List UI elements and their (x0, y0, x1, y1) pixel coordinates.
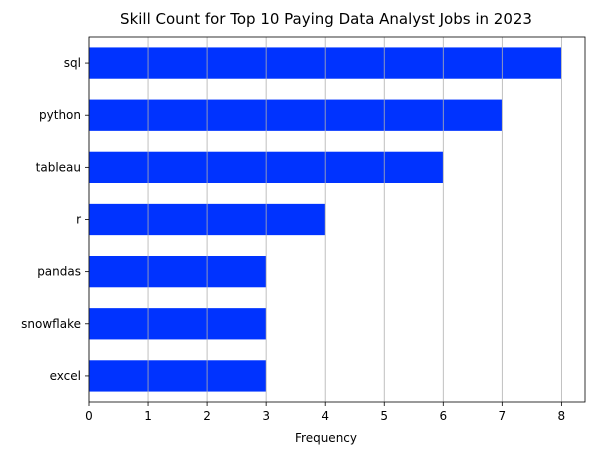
chart-title: Skill Count for Top 10 Paying Data Analy… (120, 10, 532, 28)
y-tick-label-snowflake: snowflake (21, 317, 81, 331)
x-tick-label-6: 6 (439, 409, 447, 423)
bar-pandas (89, 256, 267, 288)
x-tick-label-2: 2 (203, 409, 211, 423)
x-tick-label-5: 5 (380, 409, 388, 423)
x-tick-label-4: 4 (321, 409, 329, 423)
bar-python (89, 99, 503, 131)
x-axis-label: Frequency (295, 431, 357, 445)
x-tick-label-8: 8 (558, 409, 566, 423)
x-tick-label-7: 7 (499, 409, 507, 423)
y-tick-label-python: python (39, 108, 81, 122)
y-tick-label-pandas: pandas (37, 265, 81, 279)
y-tick-label-r: r (76, 213, 81, 227)
y-tick-label-sql: sql (64, 56, 81, 70)
x-tick-label-1: 1 (144, 409, 152, 423)
y-tick-label-excel: excel (50, 369, 81, 383)
bar-excel (89, 360, 267, 392)
x-tick-label-0: 0 (85, 409, 93, 423)
y-tick-label-tableau: tableau (36, 160, 81, 174)
axes: 0 1 2 3 4 5 6 7 8 sql python tableau r pandas snowflak… (21, 36, 586, 423)
x-tick-label-3: 3 (262, 409, 270, 423)
bar-snowflake (89, 308, 267, 340)
